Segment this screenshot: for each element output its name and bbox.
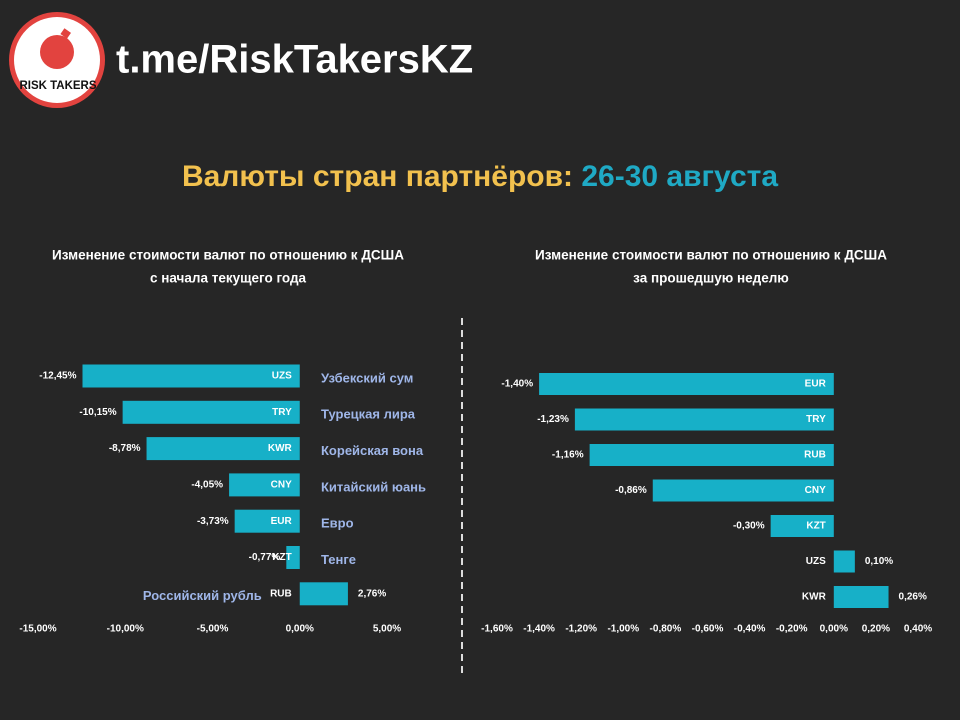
x-tick-label: -0,20% xyxy=(776,624,808,635)
currency-name: Китайский юань xyxy=(321,479,426,494)
x-tick-label: -1,20% xyxy=(565,624,597,635)
value-label: -0,30% xyxy=(733,521,765,532)
category-label: RUB xyxy=(270,588,292,599)
value-label: -1,40% xyxy=(501,379,533,390)
currency-name: Тенге xyxy=(321,552,356,567)
bar xyxy=(574,408,834,431)
x-tick-label: -10,00% xyxy=(107,624,144,635)
category-label: KWR xyxy=(268,443,293,454)
x-tick-label: 0,00% xyxy=(820,624,848,635)
chart-title: за прошедшую неделю xyxy=(633,271,789,286)
category-label: TRY xyxy=(806,414,826,425)
category-label: CNY xyxy=(271,480,292,491)
category-label: RUB xyxy=(804,450,826,461)
x-tick-label: 0,00% xyxy=(286,624,314,635)
value-label: -0,77% xyxy=(249,552,281,563)
x-tick-label: 0,40% xyxy=(904,624,932,635)
value-label: -1,23% xyxy=(537,414,569,425)
x-tick-label: -0,80% xyxy=(650,624,682,635)
logo-text: RISK TAKERS xyxy=(19,80,96,92)
value-label: -0,86% xyxy=(615,485,647,496)
currency-name: Российский рубль xyxy=(143,588,262,603)
bar xyxy=(229,473,300,497)
x-tick-label: -5,00% xyxy=(197,624,229,635)
currency-name: Корейская вона xyxy=(321,443,424,458)
category-label: UZS xyxy=(806,556,826,567)
value-label: 0,26% xyxy=(899,592,927,603)
title-dates: 26-30 августа xyxy=(581,160,778,193)
bar xyxy=(286,546,300,569)
category-label: UZS xyxy=(272,371,292,382)
bar xyxy=(833,550,855,573)
x-tick-label: -15,00% xyxy=(19,624,56,635)
value-label: -12,45% xyxy=(39,371,76,382)
bar xyxy=(770,515,834,537)
chart-title: Изменение стоимости валют по отношению к… xyxy=(52,248,404,263)
category-label: TRY xyxy=(272,407,292,418)
category-label: EUR xyxy=(805,379,827,390)
value-label: -8,78% xyxy=(109,443,141,454)
value-label: -10,15% xyxy=(79,407,116,418)
logo-fuse xyxy=(60,28,71,39)
x-tick-label: -1,40% xyxy=(523,624,555,635)
bar xyxy=(539,373,834,395)
currency-name: Турецкая лира xyxy=(321,407,416,422)
x-tick-label: -0,40% xyxy=(734,624,766,635)
value-label: 2,76% xyxy=(358,588,386,599)
x-tick-label: -1,60% xyxy=(481,624,513,635)
value-label: -4,05% xyxy=(191,480,223,491)
value-label: 0,10% xyxy=(865,556,893,567)
logo-bomb xyxy=(40,35,74,69)
bar xyxy=(82,364,300,388)
x-tick-label: 0,20% xyxy=(862,624,890,635)
bar xyxy=(122,400,300,424)
category-label: KZT xyxy=(272,552,291,563)
bar xyxy=(833,586,889,608)
bar xyxy=(146,437,300,461)
x-tick-label: 5,00% xyxy=(373,624,401,635)
category-label: CNY xyxy=(805,485,826,496)
x-tick-label: -0,60% xyxy=(692,624,724,635)
logo: RISK TAKERS xyxy=(9,12,105,108)
main-title: Валюты стран партнёров: 26-30 августа xyxy=(182,160,778,193)
bar xyxy=(234,509,300,533)
category-label: KZT xyxy=(806,521,825,532)
title-main: Валюты стран партнёров: xyxy=(182,160,581,193)
value-label: -1,16% xyxy=(552,450,584,461)
value-label: -3,73% xyxy=(197,516,229,527)
x-tick-label: -1,00% xyxy=(607,624,639,635)
category-label: EUR xyxy=(271,516,293,527)
chart-title: Изменение стоимости валют по отношению к… xyxy=(535,248,887,263)
bar xyxy=(589,444,834,466)
chart-title: с начала текущего года xyxy=(150,271,307,286)
bar xyxy=(652,479,834,502)
currency-name: Евро xyxy=(321,516,354,531)
category-label: KWR xyxy=(802,592,827,603)
channel-link[interactable]: t.me/RiskTakersKZ xyxy=(116,38,473,82)
bar xyxy=(299,582,348,606)
currency-name: Узбекский сум xyxy=(321,370,413,385)
